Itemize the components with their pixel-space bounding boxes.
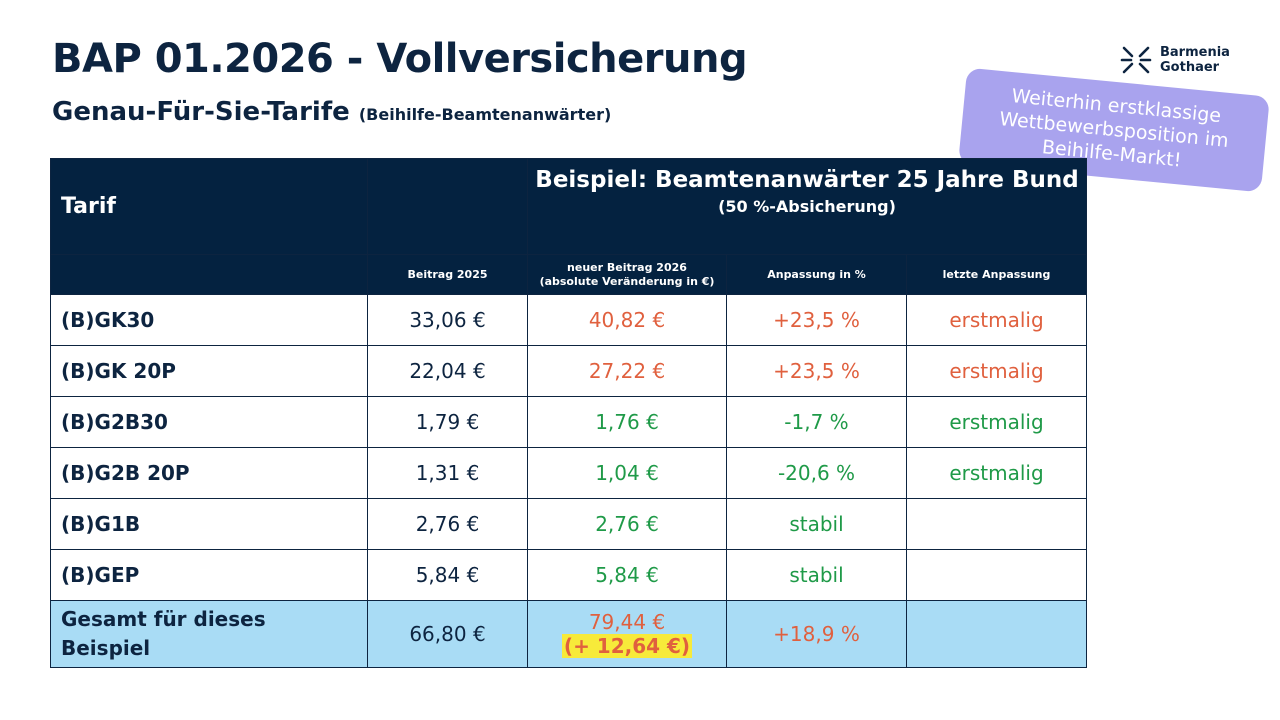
col-header-letzte-anpassung: letzte Anpassung [905, 254, 1088, 295]
total-beitrag-2026-cell: 79,44 € (+ 12,64 €) [527, 600, 727, 668]
letzte-anpassung [905, 549, 1088, 601]
table-row: (B)GEP 5,84 € 5,84 € stabil [50, 549, 1088, 601]
beitrag-2025: 33,06 € [367, 294, 528, 346]
anpassung: -1,7 % [726, 396, 907, 448]
table-subheader-row: Beitrag 2025 neuer Beitrag 2026 (absolut… [50, 254, 1088, 295]
subheader-empty [50, 254, 368, 295]
anpassung: +23,5 % [726, 294, 907, 346]
beitrag-2025: 1,79 € [367, 396, 528, 448]
total-beitrag-2026: 79,44 € [588, 610, 666, 634]
tarif-name: (B)GEP [50, 549, 368, 601]
total-label: Gesamt für dieses Beispiel [50, 600, 368, 668]
col-header-beitrag-2026-line1: neuer Beitrag 2026 [567, 260, 687, 274]
table-row: (B)GK30 33,06 € 40,82 € +23,5 % erstmali… [50, 294, 1088, 346]
total-beitrag-2025: 66,80 € [367, 600, 528, 668]
example-header: Beispiel: Beamtenanwärter 25 Jahre Bund … [526, 158, 1088, 255]
page-subtitle: Genau-Für-Sie-Tarife (Beihilfe-Beamtenan… [52, 97, 611, 127]
beitrag-2025: 22,04 € [367, 345, 528, 397]
beitrag-2026: 1,76 € [527, 396, 727, 448]
total-row: Gesamt für dieses Beispiel 66,80 € 79,44… [50, 600, 1088, 668]
page-title: BAP 01.2026 - Vollversicherung [52, 36, 748, 82]
example-subtitle: (50 %-Absicherung) [718, 197, 896, 216]
letzte-anpassung: erstmalig [905, 345, 1088, 397]
total-anpassung: +18,9 % [726, 600, 907, 668]
beitrag-2025: 1,31 € [367, 447, 528, 499]
tarif-name: (B)G1B [50, 498, 368, 550]
tarif-name: (B)GK 20P [50, 345, 368, 397]
beitrag-2026: 2,76 € [527, 498, 727, 550]
anpassung: +23,5 % [726, 345, 907, 397]
beitrag-2026: 27,22 € [527, 345, 727, 397]
col-header-beitrag-2025: Beitrag 2025 [367, 254, 528, 295]
letzte-anpassung: erstmalig [905, 447, 1088, 499]
star-burst-icon [1120, 46, 1152, 74]
beitrag-2025: 5,84 € [367, 549, 528, 601]
company-logo: Barmenia Gothaer [1120, 44, 1230, 76]
beitrag-2026: 40,82 € [527, 294, 727, 346]
table-header-row: Tarif Beispiel: Beamtenanwärter 25 Jahre… [50, 158, 1088, 255]
table-row: (B)G1B 2,76 € 2,76 € stabil [50, 498, 1088, 550]
anpassung: -20,6 % [726, 447, 907, 499]
total-label-line1: Gesamt für dieses [61, 607, 266, 631]
tarif-name: (B)GK30 [50, 294, 368, 346]
example-title: Beispiel: Beamtenanwärter 25 Jahre Bund [535, 167, 1079, 193]
col-header-tarif: Tarif [50, 158, 368, 255]
logo-line-2: Gothaer [1160, 60, 1220, 75]
anpassung: stabil [726, 498, 907, 550]
subtitle-note: (Beihilfe-Beamtenanwärter) [358, 105, 612, 124]
total-label-line2: Beispiel [61, 636, 151, 660]
table-row: (B)G2B 20P 1,31 € 1,04 € -20,6 % erstmal… [50, 447, 1088, 499]
subtitle-main: Genau-Für-Sie-Tarife [52, 97, 350, 127]
anpassung: stabil [726, 549, 907, 601]
total-difference-highlight: (+ 12,64 €) [561, 634, 693, 658]
table-row: (B)GK 20P 22,04 € 27,22 € +23,5 % erstma… [50, 345, 1088, 397]
beitrag-2026: 5,84 € [527, 549, 727, 601]
letzte-anpassung: erstmalig [905, 396, 1088, 448]
header-spacer [367, 158, 528, 255]
col-header-beitrag-2026: neuer Beitrag 2026 (absolute Veränderung… [527, 254, 727, 295]
tarif-name: (B)G2B30 [50, 396, 368, 448]
beitrag-2025: 2,76 € [367, 498, 528, 550]
tariff-table: Tarif Beispiel: Beamtenanwärter 25 Jahre… [50, 158, 1088, 668]
logo-line-1: Barmenia [1160, 45, 1230, 60]
total-letzte-anpassung [905, 600, 1088, 668]
tarif-name: (B)G2B 20P [50, 447, 368, 499]
beitrag-2026: 1,04 € [527, 447, 727, 499]
logo-text: Barmenia Gothaer [1160, 45, 1230, 75]
col-header-anpassung: Anpassung in % [726, 254, 907, 295]
col-header-beitrag-2026-line2: (absolute Veränderung in €) [539, 274, 715, 288]
table-row: (B)G2B30 1,79 € 1,76 € -1,7 % erstmalig [50, 396, 1088, 448]
letzte-anpassung: erstmalig [905, 294, 1088, 346]
letzte-anpassung [905, 498, 1088, 550]
